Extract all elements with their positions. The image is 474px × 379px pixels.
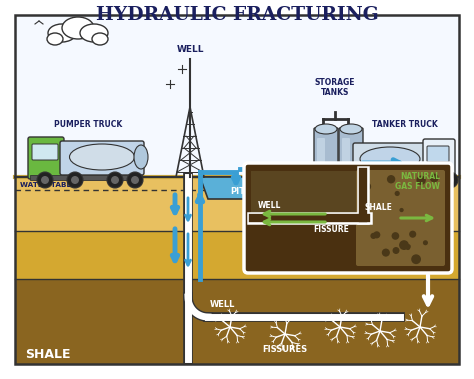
Text: WATER TABLE: WATER TABLE — [20, 182, 76, 188]
Ellipse shape — [62, 17, 94, 39]
Bar — [355, 175, 455, 180]
Text: STORAGE
TANKS: STORAGE TANKS — [315, 78, 355, 97]
Text: HYDRAULIC FRACTURING: HYDRAULIC FRACTURING — [96, 6, 378, 24]
FancyBboxPatch shape — [32, 144, 58, 160]
Ellipse shape — [70, 144, 135, 170]
Bar — [251, 171, 445, 218]
Circle shape — [131, 176, 139, 184]
Text: NATURAL
GAS FLOW: NATURAL GAS FLOW — [395, 172, 440, 191]
Ellipse shape — [47, 33, 63, 45]
FancyBboxPatch shape — [317, 138, 325, 168]
Circle shape — [127, 172, 143, 188]
Ellipse shape — [315, 124, 337, 134]
Bar — [30, 175, 142, 180]
Circle shape — [409, 231, 416, 238]
Circle shape — [391, 176, 399, 184]
FancyBboxPatch shape — [356, 170, 445, 266]
Bar — [15, 15, 459, 177]
Circle shape — [387, 175, 395, 183]
Text: SHALE: SHALE — [25, 348, 71, 361]
Circle shape — [392, 247, 400, 254]
Circle shape — [400, 208, 404, 212]
Text: TANKER TRUCK: TANKER TRUCK — [372, 120, 438, 129]
Ellipse shape — [48, 24, 76, 42]
Circle shape — [37, 172, 53, 188]
Ellipse shape — [360, 147, 420, 171]
Text: PUMPER TRUCK: PUMPER TRUCK — [54, 120, 122, 129]
Circle shape — [423, 240, 428, 245]
Circle shape — [411, 254, 421, 264]
Circle shape — [431, 176, 439, 184]
Text: WELL: WELL — [258, 201, 282, 210]
Text: PIT: PIT — [230, 186, 246, 196]
Circle shape — [392, 232, 399, 240]
Circle shape — [111, 176, 119, 184]
Text: FISSURES: FISSURES — [263, 345, 308, 354]
Ellipse shape — [80, 24, 108, 42]
Bar — [15, 279, 459, 364]
Text: WELL: WELL — [210, 300, 236, 309]
Circle shape — [41, 176, 49, 184]
Circle shape — [107, 172, 123, 188]
FancyBboxPatch shape — [427, 146, 449, 162]
Text: FISSURE: FISSURE — [313, 225, 349, 234]
Circle shape — [382, 249, 390, 257]
Text: SHALE: SHALE — [364, 203, 392, 212]
FancyBboxPatch shape — [28, 137, 64, 179]
Circle shape — [67, 172, 83, 188]
FancyBboxPatch shape — [423, 139, 455, 177]
Circle shape — [406, 244, 411, 249]
Circle shape — [395, 191, 400, 196]
Circle shape — [364, 183, 371, 190]
Text: WELL: WELL — [176, 45, 204, 54]
Circle shape — [405, 245, 410, 250]
FancyBboxPatch shape — [244, 163, 452, 273]
FancyBboxPatch shape — [339, 128, 363, 175]
Ellipse shape — [134, 145, 148, 169]
Ellipse shape — [340, 124, 362, 134]
Ellipse shape — [92, 33, 108, 45]
FancyBboxPatch shape — [353, 143, 427, 175]
Circle shape — [71, 176, 79, 184]
Circle shape — [362, 172, 378, 188]
Circle shape — [370, 233, 376, 239]
Circle shape — [366, 176, 374, 184]
FancyBboxPatch shape — [342, 138, 350, 168]
Circle shape — [427, 172, 443, 188]
Circle shape — [387, 172, 403, 188]
Circle shape — [430, 174, 438, 182]
Circle shape — [442, 172, 458, 188]
Circle shape — [417, 175, 426, 185]
Circle shape — [373, 231, 380, 238]
Polygon shape — [200, 177, 276, 199]
Circle shape — [446, 176, 454, 184]
Circle shape — [399, 240, 409, 250]
FancyBboxPatch shape — [314, 128, 338, 175]
Bar — [15, 231, 459, 279]
Circle shape — [363, 180, 368, 186]
Bar — [15, 177, 459, 231]
FancyBboxPatch shape — [60, 141, 144, 175]
Bar — [310, 174, 368, 182]
